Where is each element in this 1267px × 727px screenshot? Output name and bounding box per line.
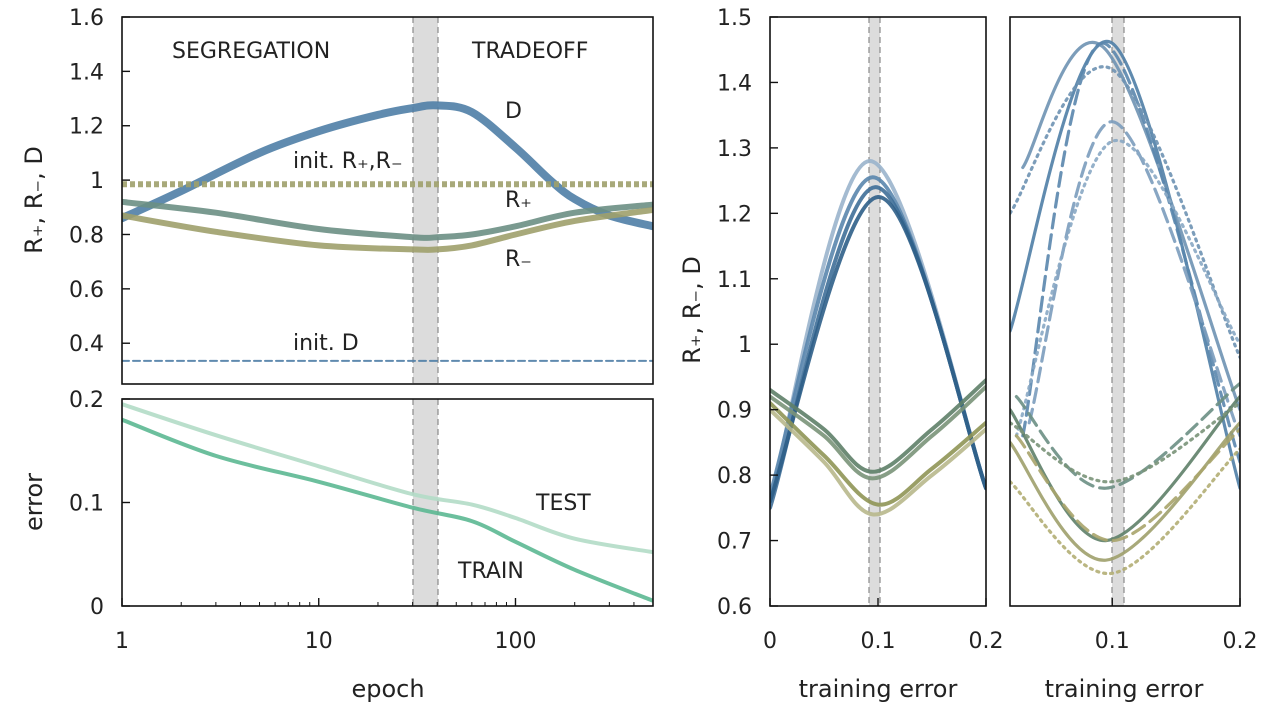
y-tick-label: 0.4	[69, 332, 104, 357]
series-d-solid-2	[1021, 40, 1240, 412]
y-tick-label: 1.2	[69, 115, 104, 140]
series-r	[122, 207, 653, 253]
series-r-dashed	[1014, 381, 1240, 490]
series-r-dotted	[1010, 447, 1240, 575]
y-tick-label: 1.4	[69, 60, 104, 85]
x-tick-label: 0.1	[1095, 629, 1130, 654]
x-axis-label-epoch: epoch	[351, 675, 424, 703]
y-tick-label: 0.8	[717, 464, 752, 489]
label-r-plus: R₊	[505, 188, 532, 213]
y-axis-label-top-left: R₊, R₋, D	[20, 146, 48, 254]
series-d	[122, 101, 653, 231]
x-tick-label: 0.2	[1223, 629, 1258, 654]
y-tick-label: 0.6	[717, 595, 752, 620]
series-r	[122, 198, 653, 241]
label-r-minus: R₋	[505, 247, 532, 272]
label-d: D	[505, 99, 522, 124]
series-d-dashed-2	[1027, 120, 1240, 438]
series-r-run-2	[770, 384, 986, 481]
shaded-band	[869, 17, 880, 606]
x-axis-label-middle: training error	[799, 675, 958, 703]
y-axis-label-bottom-left: error	[20, 473, 48, 531]
series-d-dotted-2	[1014, 139, 1240, 438]
y-tick-label: 1.1	[717, 268, 752, 293]
y-tick-label: 0.9	[717, 399, 752, 424]
y-tick-label: 0.8	[69, 223, 104, 248]
x-tick-label: 0.2	[969, 629, 1004, 654]
region-label-segregation: SEGREGATION	[172, 39, 330, 64]
frame-right	[1009, 16, 1241, 607]
shaded-band	[1112, 17, 1124, 606]
x-tick-label: 10	[305, 629, 333, 654]
series-test	[122, 402, 653, 555]
y-tick-label: 1.4	[717, 71, 752, 96]
y-tick-label: 1.2	[717, 202, 752, 227]
label-train: TRAIN	[457, 559, 524, 584]
label-test: TEST	[535, 491, 591, 516]
label-init-r: init. R₊,R₋	[293, 149, 403, 174]
label-init-d: init. D	[293, 331, 359, 356]
panel-right: 0.1 0.2 training error	[1009, 16, 1258, 703]
frame-top-left	[121, 16, 654, 385]
y-tick-label: 0.1	[69, 492, 104, 517]
y-axis-label-middle: R₊, R₋, D	[678, 256, 706, 364]
series-train	[122, 417, 653, 603]
x-tick-label: 0	[763, 629, 777, 654]
series-d-dashed-1	[1021, 41, 1240, 464]
y-tick-label: 1.6	[69, 6, 104, 31]
shaded-band	[413, 399, 438, 606]
shaded-band	[413, 17, 438, 384]
series-r-dashed	[1014, 427, 1240, 543]
x-tick-label: 0.1	[861, 629, 896, 654]
y-tick-label: 0	[90, 595, 104, 620]
series-r-run-2	[770, 407, 986, 517]
series-d-dotted-1	[1010, 65, 1240, 359]
x-tick-label: 100	[494, 629, 536, 654]
y-tick-label: 0.7	[717, 530, 752, 555]
series-r-run-1	[770, 378, 986, 474]
panel-top-left: 0.4 0.6 0.8 1 1.2 1.4 1.6 SEGREGATION TRADEOFF…	[20, 6, 654, 385]
y-tick-label: 1.5	[717, 6, 752, 31]
x-tick-label: 1	[115, 629, 129, 654]
y-tick-label: 1	[738, 333, 752, 358]
series-d-solid-1	[1010, 39, 1240, 490]
y-tick-label: 0.6	[69, 278, 104, 303]
y-tick-label: 0.2	[69, 388, 104, 413]
panel-bottom-left: 0 0.1 0.2 1 10 100 TEST TRAIN error epoch	[20, 388, 654, 703]
series-r-dotted	[1010, 401, 1240, 484]
y-tick-label: 1	[90, 169, 104, 194]
series-r-run-1	[770, 401, 986, 507]
x-axis-label-right: training error	[1045, 675, 1204, 703]
region-label-tradeoff: TRADEOFF	[471, 39, 588, 64]
y-tick-label: 1.3	[717, 137, 752, 162]
panel-middle: 0.6 0.7 0.8 0.9 1 1.1 1.2 1.3 1.4 1.5 0 0.1 0.2 R₊,…	[678, 6, 1004, 703]
